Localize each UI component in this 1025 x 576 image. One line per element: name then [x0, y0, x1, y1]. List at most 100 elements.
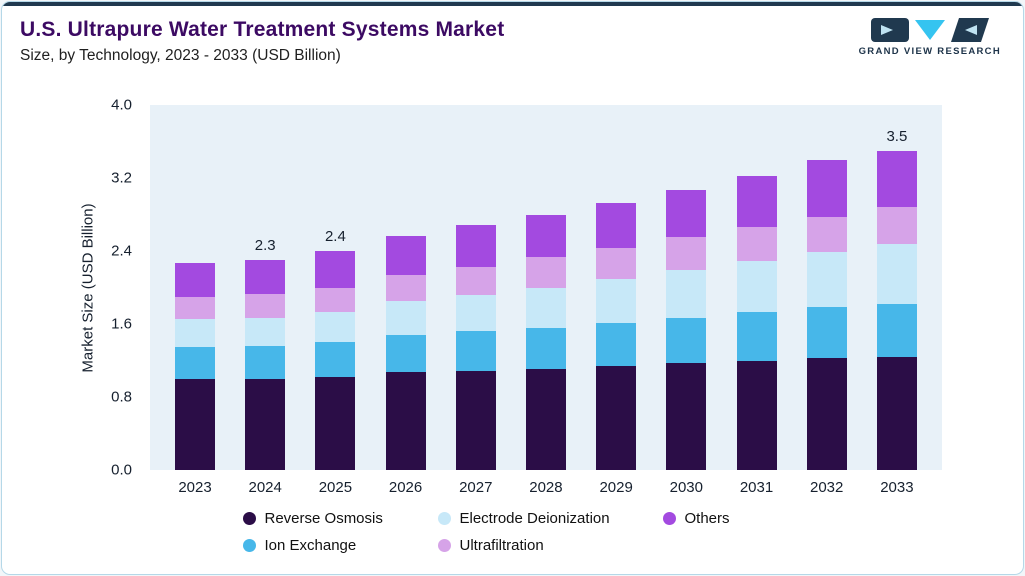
bar-segment-ultrafiltration-2029	[596, 248, 637, 280]
x-tick-2032: 2032	[810, 479, 844, 496]
legend-item-others: Others	[662, 510, 783, 527]
bar-segment-reverse-osmosis-2023	[175, 378, 215, 470]
bar-stack-2030	[666, 189, 707, 470]
bar-segment-reverse-osmosis-2025	[315, 376, 356, 470]
logo-square-arrow-icon	[870, 18, 909, 42]
legend-item-electrode-deionization: Electrode Deionization	[437, 510, 663, 527]
bar-column-2023	[175, 105, 215, 470]
page-title: U.S. Ultrapure Water Treatment Systems M…	[20, 18, 505, 41]
bar-segment-electrode-deionization-2028	[525, 287, 566, 328]
bar-segment-reverse-osmosis-2027	[455, 370, 496, 470]
bar-segment-ultrafiltration-2025	[315, 287, 356, 313]
legend-swatch-electrode-deionization	[437, 512, 451, 525]
logo-text: GRAND VIEW RESEARCH	[858, 46, 1001, 57]
bar-segment-ultrafiltration-2030	[666, 237, 707, 271]
bar-segment-others-2027	[455, 225, 496, 267]
bar-column-2026	[385, 105, 426, 470]
bar-segment-others-2024	[245, 260, 286, 294]
y-axis-ticks: 4.0 3.2 2.4 1.6 0.8 0.0	[94, 97, 142, 479]
bar-segment-ion-exchange-2030	[666, 317, 707, 364]
bar-segment-ultrafiltration-2032	[806, 217, 847, 252]
top-accent-bar	[2, 2, 1023, 6]
bar-column-2031	[736, 105, 777, 470]
bar-segment-others-2023	[175, 262, 215, 297]
bar-column-2033: 3.5	[876, 105, 917, 470]
bar-stack-2027	[455, 225, 496, 470]
bar-segment-ion-exchange-2031	[736, 312, 777, 361]
legend-swatch-reverse-osmosis	[242, 512, 256, 525]
bar-column-2029	[596, 105, 637, 470]
bar-segment-others-2030	[666, 189, 707, 238]
bar-segment-electrode-deionization-2023	[175, 319, 215, 347]
bar-segment-electrode-deionization-2032	[806, 251, 847, 307]
bar-segment-electrode-deionization-2030	[666, 270, 707, 318]
x-tick-2026: 2026	[388, 479, 423, 496]
legend-item-ultrafiltration: Ultrafiltration	[437, 537, 663, 554]
bar-segment-others-2026	[385, 236, 426, 275]
bar-stack-2032	[806, 159, 847, 470]
bar-segment-others-2033	[876, 150, 917, 208]
bar-segment-ion-exchange-2032	[806, 306, 847, 358]
bar-segment-others-2028	[525, 214, 566, 258]
y-tick-2.4: 2.4	[111, 242, 132, 260]
bar-segment-ultrafiltration-2024	[245, 293, 286, 318]
bar-segment-reverse-osmosis-2030	[666, 363, 707, 470]
bar-segment-reverse-osmosis-2028	[525, 368, 566, 470]
bar-segment-reverse-osmosis-2026	[385, 372, 426, 470]
logo-triangle-icon	[914, 20, 945, 40]
bar-stack-2031	[736, 176, 777, 470]
y-tick-1.6: 1.6	[111, 315, 132, 333]
bar-segment-others-2029	[596, 202, 637, 249]
bar-total-label-2033: 3.5	[886, 127, 908, 145]
bar-segment-ion-exchange-2028	[525, 327, 566, 369]
legend-label-others: Others	[684, 510, 730, 527]
y-tick-4.0: 4.0	[111, 96, 132, 114]
x-tick-2031: 2031	[739, 479, 774, 496]
bar-segment-electrode-deionization-2027	[455, 294, 496, 332]
bar-stack-2028	[525, 214, 566, 470]
x-tick-2033: 2033	[880, 479, 914, 496]
x-tick-2023: 2023	[178, 479, 212, 496]
bar-segment-ultrafiltration-2033	[876, 207, 917, 244]
x-tick-2027: 2027	[459, 479, 493, 496]
bar-segment-ultrafiltration-2028	[525, 257, 566, 288]
bar-segment-ultrafiltration-2023	[175, 296, 215, 320]
bar-stack-2026	[385, 236, 426, 470]
bar-segment-ion-exchange-2029	[596, 323, 637, 366]
bar-column-2025: 2.4	[315, 105, 356, 470]
bar-segment-ion-exchange-2027	[455, 331, 496, 371]
bar-column-2024: 2.3	[245, 105, 286, 470]
bar-segment-reverse-osmosis-2024	[245, 378, 286, 470]
bar-segment-ion-exchange-2023	[175, 346, 215, 379]
header-titles: U.S. Ultrapure Water Treatment Systems M…	[20, 18, 504, 65]
bar-segment-ion-exchange-2024	[245, 345, 286, 379]
x-tick-2029: 2029	[599, 479, 633, 496]
header: U.S. Ultrapure Water Treatment Systems M…	[2, 6, 1023, 65]
legend-label-reverse-osmosis: Reverse Osmosis	[264, 510, 383, 527]
bar-segment-electrode-deionization-2026	[385, 301, 426, 335]
logo-parallelogram-arrow-icon	[950, 18, 989, 42]
bar-segment-electrode-deionization-2024	[245, 317, 286, 346]
legend-label-ultrafiltration: Ultrafiltration	[459, 537, 544, 554]
bar-segment-ultrafiltration-2027	[455, 266, 496, 295]
bar-stack-2029	[596, 202, 637, 470]
bar-segment-electrode-deionization-2025	[315, 312, 356, 343]
bar-segment-ultrafiltration-2031	[736, 227, 777, 262]
bar-column-2027	[455, 105, 496, 470]
bar-segment-others-2031	[736, 176, 777, 228]
bar-segment-others-2032	[806, 159, 847, 218]
legend-swatch-ion-exchange	[242, 539, 256, 552]
bar-segment-ion-exchange-2025	[315, 342, 356, 377]
bar-total-label-2025: 2.4	[324, 228, 346, 246]
bar-stack-2023	[175, 262, 215, 470]
bar-stack-2033	[876, 150, 917, 470]
y-tick-0.8: 0.8	[111, 388, 132, 406]
logo-marks-icon	[870, 18, 989, 42]
brand-logo: GRAND VIEW RESEARCH	[859, 18, 1001, 57]
bar-segment-ion-exchange-2026	[385, 334, 426, 373]
bar-segment-reverse-osmosis-2029	[596, 365, 637, 470]
bar-segment-electrode-deionization-2031	[736, 261, 777, 313]
bar-segment-ultrafiltration-2026	[385, 274, 426, 302]
x-tick-2030: 2030	[669, 479, 703, 496]
